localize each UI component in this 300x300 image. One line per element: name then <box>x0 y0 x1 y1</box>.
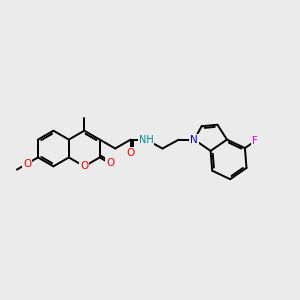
Text: F: F <box>252 136 258 146</box>
Text: N: N <box>190 135 198 145</box>
Text: O: O <box>106 158 114 169</box>
Text: NH: NH <box>139 135 154 145</box>
Text: O: O <box>127 148 135 158</box>
Text: O: O <box>80 161 88 171</box>
Text: O: O <box>23 159 31 169</box>
